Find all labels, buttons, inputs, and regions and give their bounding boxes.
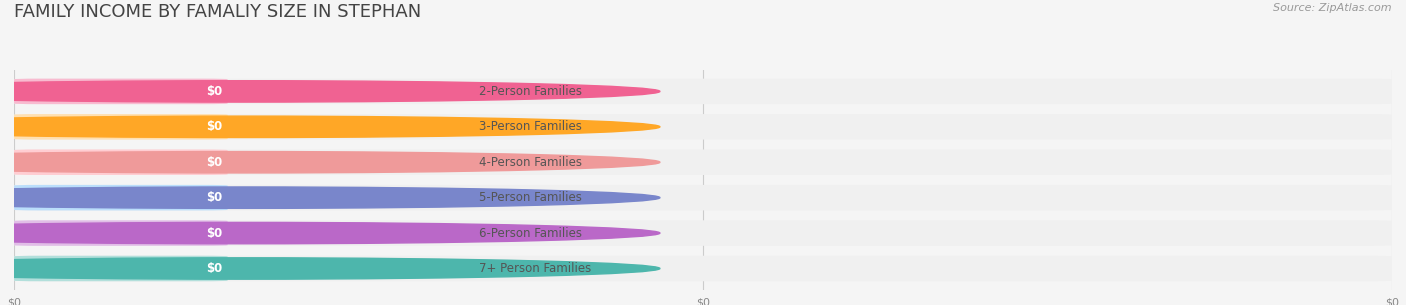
Text: 5-Person Families: 5-Person Families [479,191,582,204]
FancyBboxPatch shape [14,220,228,246]
Text: FAMILY INCOME BY FAMALIY SIZE IN STEPHAN: FAMILY INCOME BY FAMALIY SIZE IN STEPHAN [14,3,422,21]
Circle shape [0,187,659,208]
Text: Source: ZipAtlas.com: Source: ZipAtlas.com [1274,3,1392,13]
Text: 2-Person Families: 2-Person Families [479,85,582,98]
FancyBboxPatch shape [14,149,1392,175]
FancyBboxPatch shape [14,79,228,104]
FancyBboxPatch shape [14,185,1392,210]
FancyBboxPatch shape [14,79,1392,104]
FancyBboxPatch shape [14,114,228,140]
FancyBboxPatch shape [14,114,1392,140]
Text: $0: $0 [205,262,222,275]
FancyBboxPatch shape [14,256,1392,281]
Text: 6-Person Families: 6-Person Families [479,227,582,240]
Circle shape [0,258,659,279]
Text: $0: $0 [205,156,222,169]
Circle shape [0,81,659,102]
Circle shape [0,152,659,173]
Text: $0: $0 [205,227,222,240]
Text: $0: $0 [205,85,222,98]
FancyBboxPatch shape [14,185,228,210]
FancyBboxPatch shape [14,220,1392,246]
Circle shape [0,116,659,138]
Text: 7+ Person Families: 7+ Person Families [479,262,592,275]
FancyBboxPatch shape [14,149,228,175]
Text: $0: $0 [205,191,222,204]
Circle shape [0,222,659,244]
FancyBboxPatch shape [14,256,228,281]
Text: $0: $0 [205,120,222,133]
Text: 3-Person Families: 3-Person Families [479,120,582,133]
Text: 4-Person Families: 4-Person Families [479,156,582,169]
